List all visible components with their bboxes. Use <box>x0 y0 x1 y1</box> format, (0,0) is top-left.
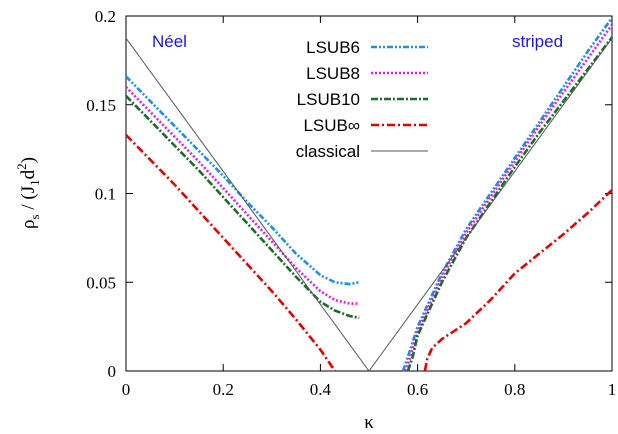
series-line-lsub <box>125 133 337 372</box>
y-tick-label: 0.15 <box>86 96 116 115</box>
y-tick-label: 0.2 <box>95 7 116 26</box>
x-axis-label: κ <box>364 412 374 433</box>
y-axis-label-part: s <box>27 214 42 219</box>
y-axis-label-part: J <box>18 186 39 193</box>
series-line-lsub6 <box>401 17 614 372</box>
legend-label-lsub10: LSUB10 <box>297 90 360 109</box>
legend: LSUB6 LSUB8 LSUB10 LSUB∞ classical <box>296 38 428 161</box>
y-axis-label-part: 1 <box>27 179 42 186</box>
legend-label-classical: classical <box>296 142 360 161</box>
y-axis-label-part: / ( <box>18 193 39 214</box>
series-line-lsub6 <box>125 75 360 286</box>
series-line-lsub <box>423 189 613 372</box>
annotation-striped: striped <box>512 32 563 51</box>
series-line-lsub8 <box>404 24 614 372</box>
series-layer <box>125 17 614 372</box>
x-tick-label: 0.8 <box>504 380 525 399</box>
x-tick-label: 1 <box>608 380 617 399</box>
plot-frame <box>125 15 613 372</box>
x-tick-label: 0 <box>122 380 131 399</box>
y-tick-label: 0.1 <box>95 185 116 204</box>
y-tick-label: 0.05 <box>86 273 116 292</box>
axis-ticks: 0 0.2 0.4 0.6 0.8 1 0 0.05 0.1 0.15 0.2 <box>86 7 616 399</box>
x-tick-label: 0.2 <box>213 380 234 399</box>
legend-label-lsub8: LSUB8 <box>306 64 360 83</box>
x-tick-label: 0.4 <box>310 380 332 399</box>
legend-label-lsub: LSUB∞ <box>303 116 360 135</box>
x-tick-label: 0.6 <box>407 380 428 399</box>
series-line-lsub8 <box>125 86 360 305</box>
y-axis-label-part: d <box>18 169 39 179</box>
series-line-classical <box>125 37 613 372</box>
y-axis-label-part: 2 <box>14 163 29 170</box>
series-line-lsub10 <box>125 94 360 320</box>
y-tick-label: 0 <box>108 362 117 381</box>
legend-label-lsub6: LSUB6 <box>306 38 360 57</box>
series-line-lsub10 <box>406 36 614 372</box>
y-axis-label-part: ) <box>18 157 39 163</box>
y-axis-label-part: ρ <box>18 219 39 228</box>
y-axis-label: ρs / (J1d2) <box>14 157 42 229</box>
annotation-neel: Néel <box>152 32 187 51</box>
